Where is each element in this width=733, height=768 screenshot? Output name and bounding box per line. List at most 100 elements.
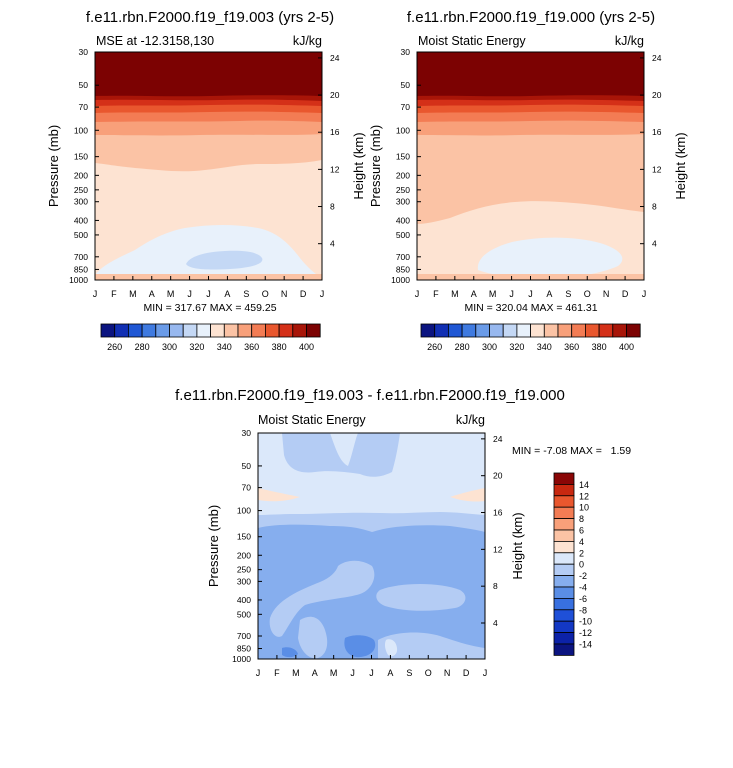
y-tick-label: 150 [396,152,410,162]
x-tick-label: J [415,289,420,299]
y-tick-label: 50 [401,80,411,90]
height-tick-label: 4 [493,618,498,628]
colorbar-box [210,323,225,338]
colorbar-label: 380 [592,342,607,352]
y-tick-label: 150 [237,532,251,542]
colorbar-box [553,495,575,508]
colorbar-box [598,323,614,338]
diff-fill-positive-right [450,488,485,502]
diff-fill-upper-blue [282,433,400,477]
x-tick-label: N [281,289,288,299]
colorbar-label: 260 [107,342,122,352]
y-tick-label: 300 [237,576,251,586]
colorbar-box [553,472,575,485]
colorbar-label: 14 [579,480,589,490]
x-tick-label: J [642,289,647,299]
panel-left-title: f.e11.rbn.F2000.f19_f19.003 (yrs 2-5) [86,9,334,26]
colorbar-box [585,323,600,338]
x-tick-label: M [330,668,338,678]
colorbar-box [612,323,627,338]
y-tick-label: 500 [396,230,410,240]
panel-left-ylabel: Pressure (mb) [46,125,61,207]
x-tick-label: S [406,668,412,678]
colorbar-box [553,632,575,645]
panel-diff-left-string: Moist Static Energy [258,413,366,427]
colorbar-box [223,323,239,338]
colorbar-box [516,323,532,338]
colorbar-box [196,323,211,338]
height-tick-label: 24 [493,434,503,444]
colorbar-box [264,323,280,338]
colorbar-box [420,323,436,338]
colorbar-box [292,323,307,338]
colorbar-label: 6 [579,526,584,536]
colorbar-box [553,483,575,497]
colorbar-box [169,323,184,338]
field-fill-low [477,237,623,279]
y-tick-label: 70 [79,102,89,112]
y-tick-label: 250 [237,565,251,575]
colorbar-box [127,323,143,338]
colorbar-label: -2 [579,571,587,581]
diff-fill-minus2-lower-right [378,632,485,659]
height-tick-label: 16 [652,127,662,137]
colorbar-box [434,323,449,338]
x-tick-label: J [93,289,98,299]
panel-diff-ylabel: Pressure (mb) [206,505,221,587]
y-tick-label: 850 [74,264,88,274]
panel-left-y2label: Height (km) [351,132,366,199]
colorbar-label: 320 [509,342,524,352]
x-tick-label: J [483,668,488,678]
colorbar-box [553,518,575,531]
x-tick-label: O [262,289,269,299]
x-tick-label: J [256,668,261,678]
y-tick-label: 200 [74,170,88,180]
panel-left-left-string: MSE at -12.3158,130 [96,34,214,48]
field-fill-400 [417,52,644,97]
colorbar-box [553,620,575,634]
panel-diff: f.e11.rbn.F2000.f19_f19.003 - f.e11.rbn.… [175,387,631,678]
x-tick-label: A [149,289,155,299]
panel-diff-title: f.e11.rbn.F2000.f19_f19.003 - f.e11.rbn.… [175,387,565,404]
panel-diff-y2label: Height (km) [510,512,525,579]
colorbar-label: 300 [162,342,177,352]
height-tick-label: 8 [493,581,498,591]
height-tick-label: 16 [493,508,503,518]
y-tick-label: 400 [237,595,251,605]
panel-right-axes: J F M A M J J A S O N D J 30 50 70 100 150 200 250 300 400 500… [391,47,662,299]
colorbar-box [489,323,504,338]
colorbar-label: 12 [579,491,589,501]
y-tick-label: 500 [74,230,88,240]
y-tick-label: 100 [74,125,88,135]
colorbar-box [553,586,575,599]
height-tick-label: 8 [652,202,657,212]
panel-right-minmax: MIN = 320.04 MAX = 461.31 [464,302,597,314]
x-tick-label: J [509,289,514,299]
y-tick-label: 300 [396,197,410,207]
height-tick-label: 20 [652,90,662,100]
y-tick-label: 700 [396,252,410,262]
colorbar-box [237,323,253,338]
height-tick-label: 8 [330,202,335,212]
colorbar-label: 300 [482,342,497,352]
diff-fill-minus2-inlay [269,560,375,637]
x-tick-label: M [292,668,300,678]
colorbar-box [155,323,170,338]
colorbar-box [182,323,198,338]
colorbar-box [553,541,575,554]
colorbar-box [553,609,575,622]
y-tick-label: 100 [396,125,410,135]
panel-left-field [95,52,322,280]
y-tick-label: 70 [242,483,252,493]
panel-right-left-string: Moist Static Energy [418,34,526,48]
x-tick-label: J [206,289,211,299]
x-tick-label: F [433,289,439,299]
x-tick-label: M [129,289,137,299]
x-tick-label: N [444,668,451,678]
y-tick-label: 1000 [232,654,251,664]
panel-right-ylabel: Pressure (mb) [368,125,383,207]
colorbar-box [543,323,559,338]
y-tick-label: 70 [401,102,411,112]
